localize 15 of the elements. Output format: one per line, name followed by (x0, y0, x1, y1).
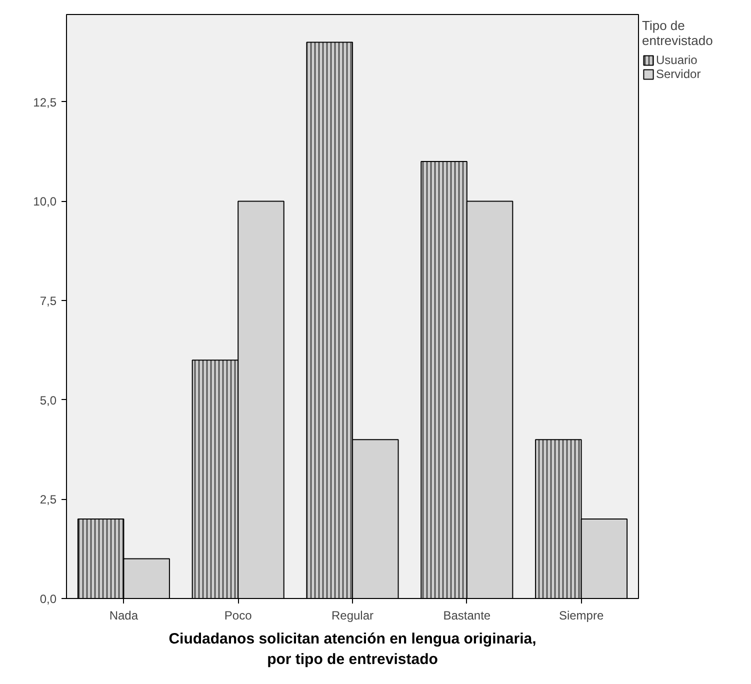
x-tick-label: Siempre (558, 608, 604, 622)
y-tick-label: 12,5 (33, 95, 57, 110)
x-tick-label: Nada (109, 608, 138, 622)
y-tick-label: 10,0 (33, 194, 57, 209)
y-tick-label: 0,0 (40, 592, 57, 606)
y-tick-label: 5,0 (40, 393, 57, 408)
y-tick-label: 2,5 (40, 492, 57, 507)
legend-label: Servidor (656, 67, 701, 81)
legend-title: Tipo de entrevistado (642, 18, 713, 48)
y-tick-label: 7,5 (40, 294, 57, 308)
x-tick-label: Regular (331, 608, 374, 622)
x-tick-label: Bastante (443, 608, 491, 622)
legend-label: Usuario (656, 53, 698, 67)
x-tick-label: Poco (224, 608, 252, 622)
x-axis-title: Ciudadanos solicitan atención en lengua originaria, por tipo de entrevistado (168, 630, 536, 668)
